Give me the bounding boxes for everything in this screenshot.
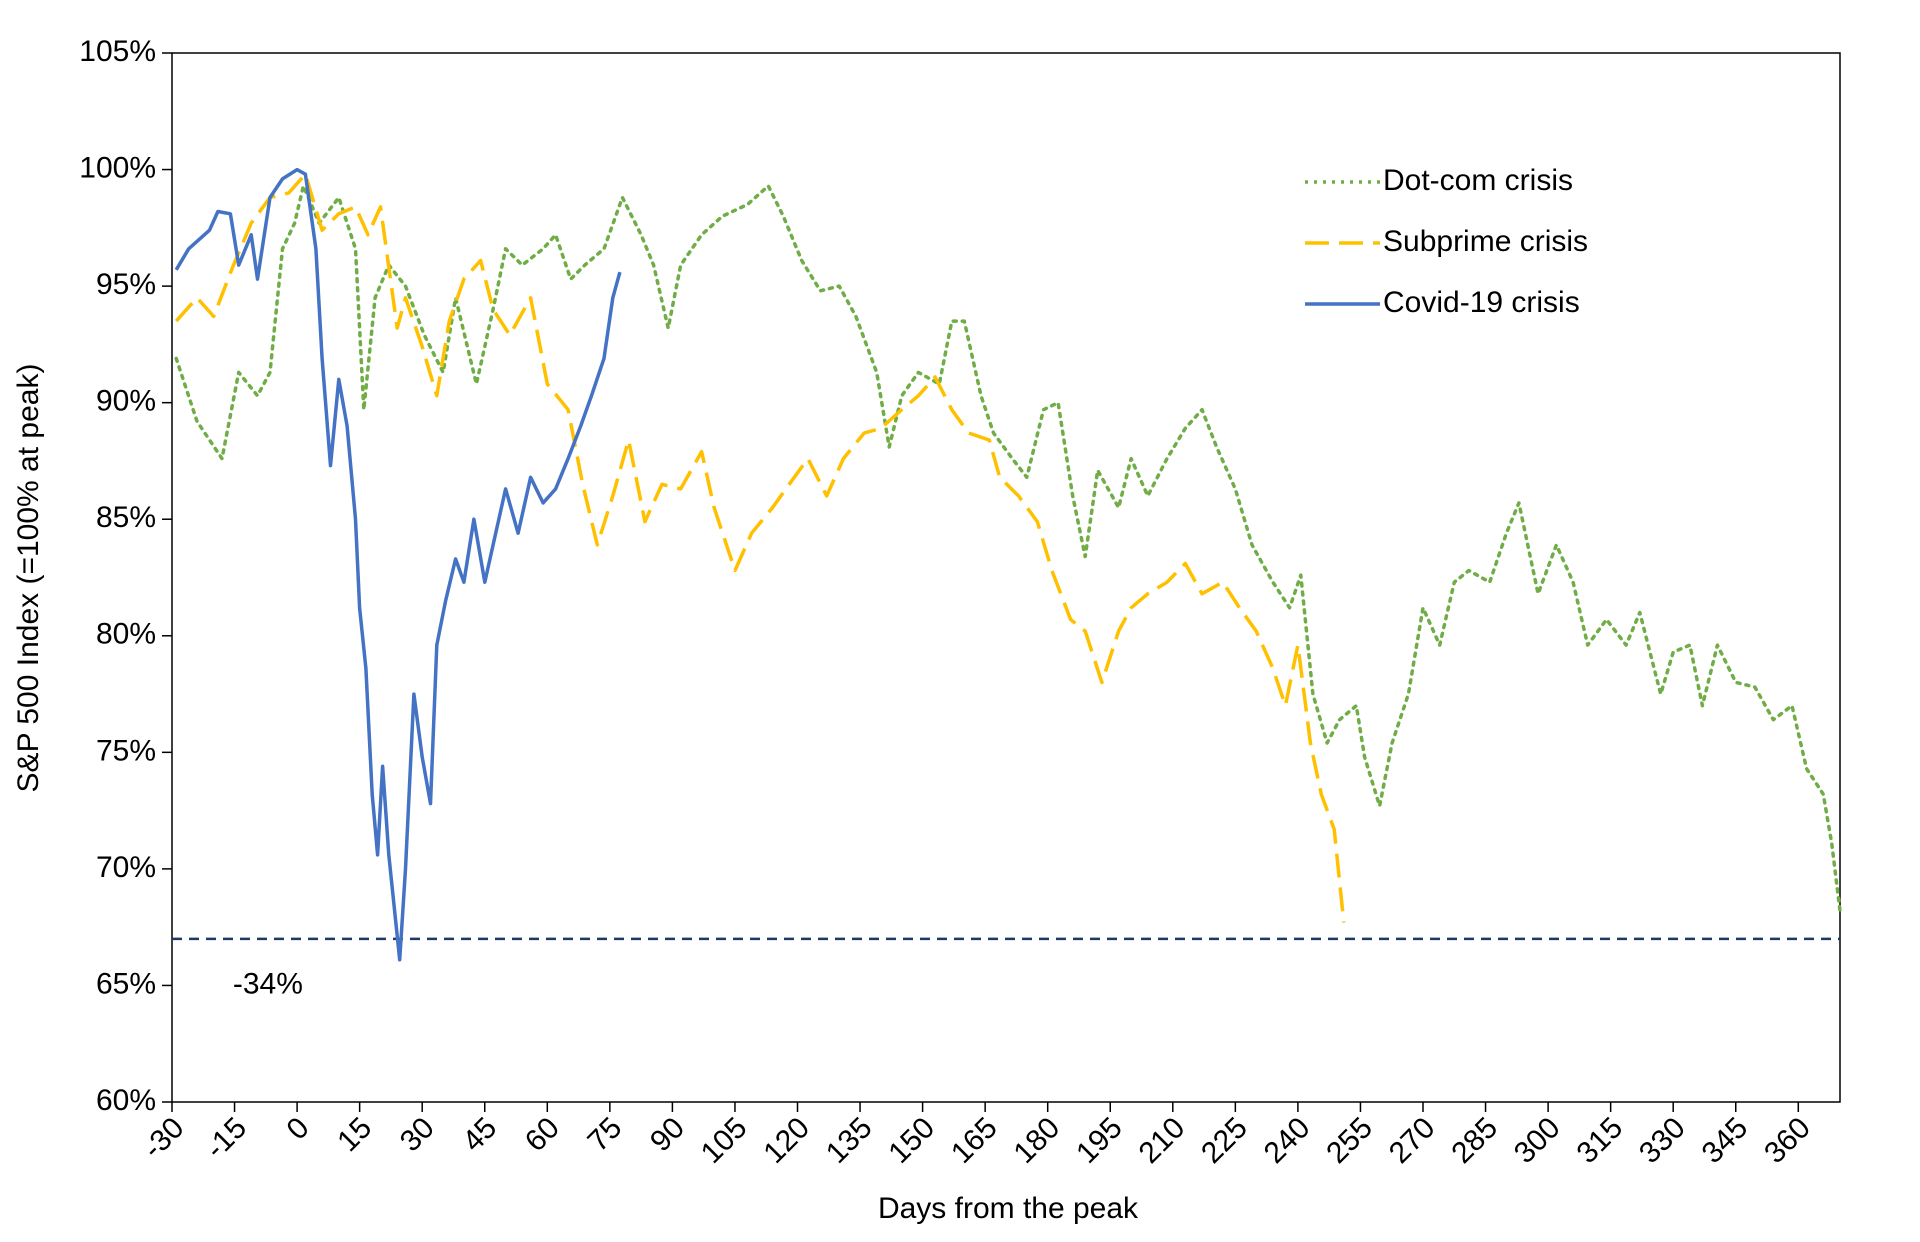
x-tick-label: 195 xyxy=(1070,1111,1129,1170)
y-tick-label: 95% xyxy=(96,268,156,301)
series-line xyxy=(174,172,1346,923)
legend-label: Dot-com crisis xyxy=(1383,164,1573,197)
x-tick-label: 240 xyxy=(1258,1111,1317,1170)
x-tick-label: 15 xyxy=(331,1111,378,1158)
y-tick-label: 90% xyxy=(96,385,156,418)
x-axis-title: Days from the peak xyxy=(878,1192,1139,1225)
y-tick-label: 105% xyxy=(79,35,156,68)
annotation: -34% xyxy=(233,967,303,1000)
plot-frame xyxy=(171,52,1841,1103)
x-tick-label: 75 xyxy=(581,1111,628,1158)
series-line xyxy=(174,167,622,962)
series-line xyxy=(174,184,1842,913)
x-tick-label: 165 xyxy=(945,1111,1004,1170)
legend-label: Covid-19 crisis xyxy=(1383,286,1580,319)
x-tick-label: 255 xyxy=(1320,1111,1379,1170)
y-tick-label: 70% xyxy=(96,851,156,884)
x-tick-label: 150 xyxy=(882,1111,941,1170)
x-tick-label: 30 xyxy=(394,1111,441,1158)
y-tick-label: 80% xyxy=(96,618,156,651)
x-tick-label: 345 xyxy=(1696,1111,1755,1170)
x-tick-label: -15 xyxy=(199,1111,253,1165)
x-tick-label: 270 xyxy=(1383,1111,1442,1170)
x-tick-label: 135 xyxy=(820,1111,879,1170)
y-tick-label: 85% xyxy=(96,501,156,534)
x-tick-label: 315 xyxy=(1570,1111,1629,1170)
x-tick-label: 180 xyxy=(1008,1111,1067,1170)
x-tick-label: 120 xyxy=(757,1111,816,1170)
x-tick-label: 225 xyxy=(1195,1111,1254,1170)
x-tick-label: 285 xyxy=(1445,1111,1504,1170)
x-tick-label: 300 xyxy=(1508,1111,1567,1170)
x-tick-label: -30 xyxy=(137,1111,191,1165)
y-tick-label: 75% xyxy=(96,734,156,767)
y-axis-title: S&P 500 Index (=100% at peak) xyxy=(12,364,45,793)
y-tick-label: 65% xyxy=(96,967,156,1000)
x-tick-label: 210 xyxy=(1133,1111,1192,1170)
x-tick-label: 105 xyxy=(695,1111,754,1170)
x-tick-label: 0 xyxy=(281,1111,316,1146)
y-tick-label: 60% xyxy=(96,1084,156,1117)
x-tick-label: 90 xyxy=(644,1111,691,1158)
x-tick-label: 60 xyxy=(519,1111,566,1158)
y-tick-label: 100% xyxy=(79,151,156,184)
x-tick-label: 360 xyxy=(1758,1111,1817,1170)
x-tick-label: 45 xyxy=(456,1111,503,1158)
legend-label: Subprime crisis xyxy=(1383,225,1588,258)
x-tick-label: 330 xyxy=(1633,1111,1692,1170)
